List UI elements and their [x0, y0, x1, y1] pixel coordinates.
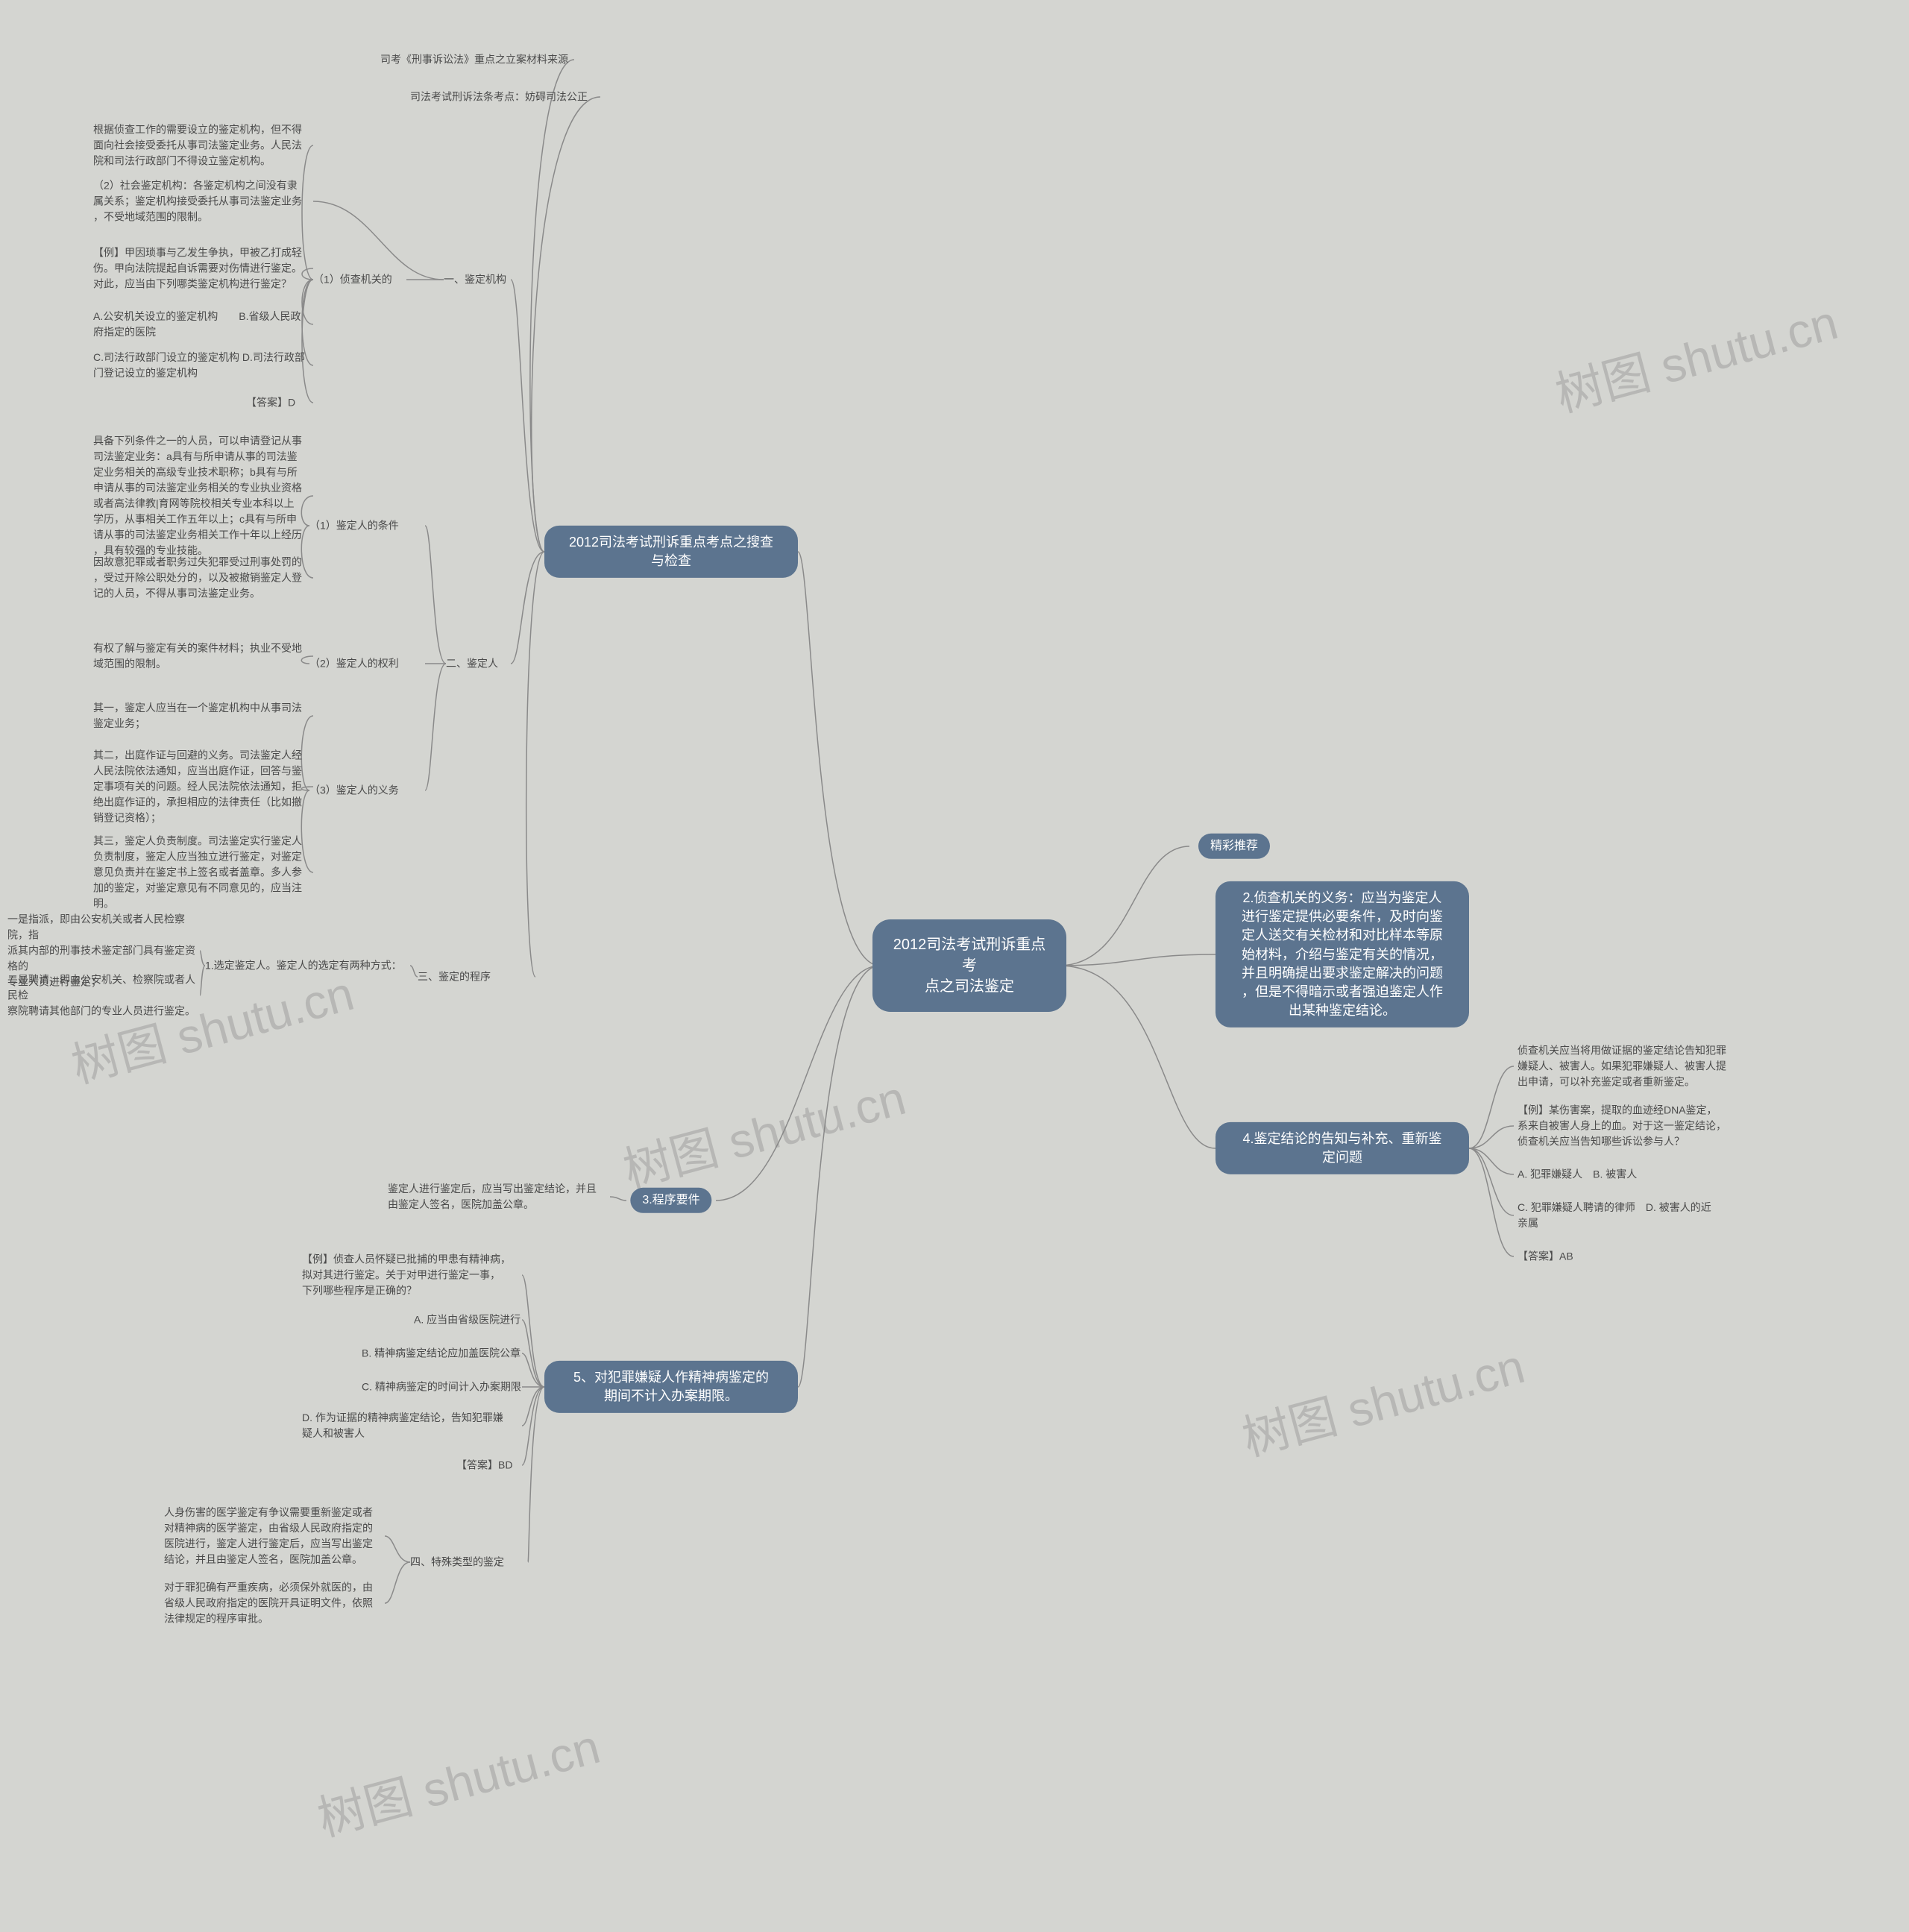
l3-child-5: 【答案】BD	[456, 1458, 523, 1473]
branch-left-2[interactable]: 3.程序要件	[630, 1188, 711, 1213]
l1e-child-1: 1.选定鉴定人。鉴定人的选定有两种方式：	[205, 958, 429, 974]
l3-child-3: C. 精神病鉴定的时间计入办案期限	[362, 1379, 556, 1395]
l3-child-1: A. 应当由省级医院进行	[414, 1312, 563, 1328]
l1e1-leaf-1: 二是聘请，即由公安机关、检察院或者人民检 察院聘请其他部门的专业人员进行鉴定。	[7, 972, 201, 1019]
l1d2-leaf-0: 有权了解与鉴定有关的案件材料；执业不受地 域范围的限制。	[93, 641, 317, 672]
l1-child-a: 司考《刑事诉讼法》重点之立案材料来源	[380, 52, 574, 68]
l1c1-leaf-3: C.司法行政部门设立的鉴定机构 D.司法行政部 门登记设立的鉴定机构	[93, 350, 317, 381]
l1c-child-1: （1）侦查机关的	[313, 272, 433, 288]
branch-recommend[interactable]: 精彩推荐	[1198, 834, 1270, 859]
l1d3-leaf-0: 其一，鉴定人应当在一个鉴定机构中从事司法 鉴定业务；	[93, 700, 317, 731]
root-node[interactable]: 2012司法考试刑诉重点考 点之司法鉴定	[872, 919, 1066, 1012]
r3-leaf-2: A. 犯罪嫌疑人 B. 被害人	[1518, 1167, 1696, 1183]
l1c1-leaf-0: 根据侦查工作的需要设立的鉴定机构，但不得 面向社会接受委托从事司法鉴定业务。人民…	[93, 122, 317, 169]
l1c-child-2: （2）社会鉴定机构：各鉴定机构之间没有隶 属关系；鉴定机构接受委托从事司法鉴定业…	[93, 178, 317, 225]
l3sp-leaf-1: 对于罪犯确有严重疾病，必须保外就医的，由 省级人民政府指定的医院开具证明文件，依…	[164, 1580, 388, 1627]
l1d-child-2: （2）鉴定人的权利	[309, 656, 429, 672]
l1d-child-3: （3）鉴定人的义务	[309, 783, 429, 799]
r3-leaf-4: 【答案】AB	[1518, 1249, 1637, 1265]
l3-child-0: 【例】侦查人员怀疑已批捕的甲患有精神病， 拟对其进行鉴定。关于对甲进行鉴定一事，…	[302, 1252, 526, 1299]
l1-child-b: 司法考试刑诉法条考点：妨碍司法公正	[410, 89, 604, 105]
l1c1-leaf-4: 【答案】D	[246, 395, 365, 411]
l1d3-leaf-2: 其三，鉴定人负责制度。司法鉴定实行鉴定人 负责制度，鉴定人应当独立进行鉴定，对鉴…	[93, 834, 317, 912]
l1c1-leaf-2: A.公安机关设立的鉴定机构 B.省级人民政 府指定的医院	[93, 309, 317, 340]
l1d1-leaf-0: 具备下列条件之一的人员，可以申请登记从事 司法鉴定业务：a具有与所申请从事的司法…	[93, 433, 317, 558]
l2-child-0: 鉴定人进行鉴定后，应当写出鉴定结论，并且 由鉴定人签名，医院加盖公章。	[388, 1181, 611, 1212]
l3-child-2: B. 精神病鉴定结论应加盖医院公章	[362, 1346, 556, 1362]
l1-child-d: 二、鉴定人	[446, 656, 513, 672]
l1-child-c: 一、鉴定机构	[444, 272, 511, 288]
l1c1-leaf-1: 【例】甲因琐事与乙发生争执，甲被乙打成轻 伤。甲向法院提起自诉需要对伤情进行鉴定…	[93, 245, 317, 292]
branch-left-1[interactable]: 2012司法考试刑诉重点考点之搜查 与检查	[544, 526, 798, 578]
branch-left-3[interactable]: 5、对犯罪嫌疑人作精神病鉴定的 期间不计入办案期限。	[544, 1361, 798, 1413]
r3-leaf-1: 【例】某伤害案，提取的血迹经DNA鉴定， 系来自被害人身上的血。对于这一鉴定结论…	[1518, 1103, 1741, 1150]
l1d-child-1: （1）鉴定人的条件	[309, 518, 429, 534]
l3-child-4: D. 作为证据的精神病鉴定结论，告知犯罪嫌 疑人和被害人	[302, 1410, 526, 1441]
l3sp-leaf-0: 人身伤害的医学鉴定有争议需要重新鉴定或者 对精神病的医学鉴定，由省级人民政府指定…	[164, 1505, 388, 1567]
l1-child-e: 三、鉴定的程序	[418, 969, 537, 985]
branch-right-2[interactable]: 2.侦查机关的义务：应当为鉴定人 进行鉴定提供必要条件，及时向鉴 定人送交有关检…	[1215, 881, 1469, 1028]
l1d3-leaf-1: 其二，出庭作证与回避的义务。司法鉴定人经 人民法院依法通知，应当出庭作证，回答与…	[93, 748, 317, 826]
r3-leaf-0: 侦查机关应当将用做证据的鉴定结论告知犯罪 嫌疑人、被害人。如果犯罪嫌疑人、被害人…	[1518, 1043, 1741, 1090]
l1d1-leaf-1: 因故意犯罪或者职务过失犯罪受过刑事处罚的 ，受过开除公职处分的，以及被撤销鉴定人…	[93, 555, 317, 602]
r3-leaf-3: C. 犯罪嫌疑人聘请的律师 D. 被害人的近 亲属	[1518, 1200, 1741, 1231]
l3-child-6: 四、特殊类型的鉴定	[410, 1555, 529, 1570]
branch-right-3[interactable]: 4.鉴定结论的告知与补充、重新鉴 定问题	[1215, 1122, 1469, 1174]
